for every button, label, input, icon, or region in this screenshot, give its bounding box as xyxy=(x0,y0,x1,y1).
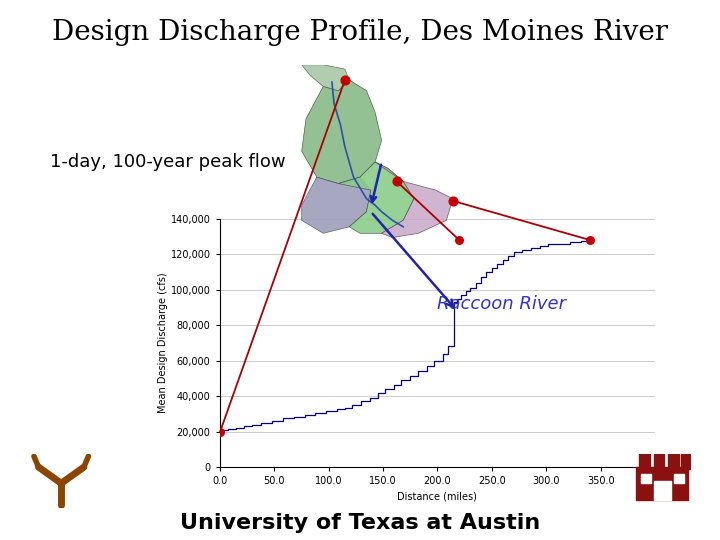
Bar xyxy=(668,454,678,469)
Text: Design Discharge Profile, Des Moines River: Design Discharge Profile, Des Moines Riv… xyxy=(52,19,668,46)
Y-axis label: Mean Design Discharge (cfs): Mean Design Discharge (cfs) xyxy=(158,273,168,413)
Point xyxy=(215,427,226,436)
Bar xyxy=(674,474,684,483)
Bar xyxy=(654,481,671,500)
Text: Raccoon River: Raccoon River xyxy=(438,295,567,313)
Text: 1-day, 100-year peak flow: 1-day, 100-year peak flow xyxy=(50,153,286,171)
X-axis label: Distance (miles): Distance (miles) xyxy=(397,492,477,502)
Point xyxy=(447,197,459,205)
Polygon shape xyxy=(302,177,371,233)
Point xyxy=(391,177,402,186)
Bar xyxy=(641,474,651,483)
Bar xyxy=(681,454,691,469)
Polygon shape xyxy=(338,162,414,233)
Point xyxy=(584,235,595,244)
Polygon shape xyxy=(302,65,349,91)
Point xyxy=(339,76,351,84)
Bar xyxy=(654,454,664,469)
Point xyxy=(454,235,465,244)
Polygon shape xyxy=(375,162,453,238)
Bar xyxy=(639,454,649,469)
Text: University of Texas at Austin: University of Texas at Austin xyxy=(180,512,540,533)
Bar xyxy=(636,467,688,500)
Polygon shape xyxy=(302,80,382,184)
